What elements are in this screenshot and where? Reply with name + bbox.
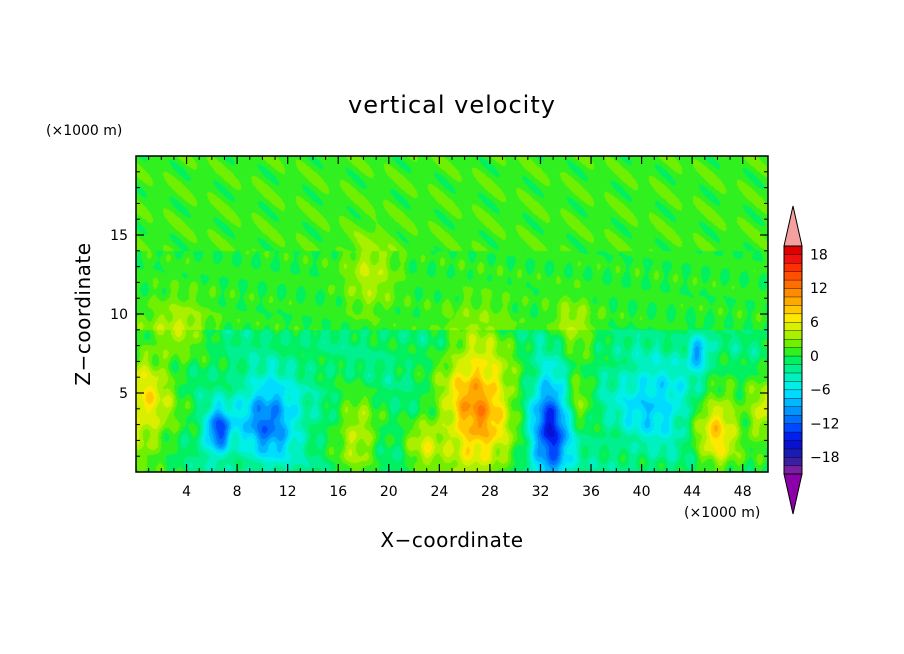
colorbar-tick-label: −6 xyxy=(810,383,831,399)
colorbar-band xyxy=(783,456,803,467)
colorbar-band xyxy=(783,338,803,348)
colorbar-band xyxy=(783,448,803,458)
colorbar-band xyxy=(783,355,803,365)
colorbar-max-extend xyxy=(783,205,803,247)
colorbar-band xyxy=(783,296,803,306)
colorbar-band xyxy=(783,279,803,289)
x-tick-label: 36 xyxy=(582,484,600,500)
colorbar-band xyxy=(783,245,803,255)
colorbar-band xyxy=(783,380,803,391)
x-tick-label: 48 xyxy=(734,484,752,500)
colorbar-band xyxy=(783,414,803,424)
y-unit-label: (×1000 m) xyxy=(46,123,122,139)
colorbar-band xyxy=(783,313,803,323)
y-axis-ticks: 5 10 15 xyxy=(110,171,768,457)
x-tick-label: 16 xyxy=(329,484,347,500)
x-tick-label: 32 xyxy=(532,484,550,500)
colorbar-band xyxy=(783,389,803,399)
colorbar-tick-label: −12 xyxy=(810,416,840,432)
colorbar-band xyxy=(783,423,803,433)
y-tick-label: 15 xyxy=(110,228,128,244)
colorbar: −18 −12 −6 0 6 12 18 xyxy=(783,205,840,515)
colorbar-band xyxy=(783,330,803,340)
x-axis-label: X−coordinate xyxy=(380,528,523,552)
y-tick-label: 10 xyxy=(110,307,128,323)
colorbar-band xyxy=(783,440,803,450)
colorbar-band xyxy=(783,431,803,441)
x-tick-label: 28 xyxy=(481,484,499,500)
colorbar-band xyxy=(783,364,803,374)
x-tick-label: 12 xyxy=(279,484,297,500)
colorbar-band xyxy=(783,347,803,357)
chart-title: vertical velocity xyxy=(348,91,556,119)
colorbar-band xyxy=(783,397,803,407)
colorbar-band xyxy=(783,288,803,298)
colorbar-band xyxy=(783,465,803,475)
colorbar-band xyxy=(783,321,803,331)
x-tick-label: 4 xyxy=(182,484,191,500)
x-tick-label: 20 xyxy=(380,484,398,500)
colorbar-band xyxy=(783,254,803,264)
colorbar-band xyxy=(783,406,803,416)
x-tick-label: 24 xyxy=(430,484,448,500)
x-tick-label: 40 xyxy=(633,484,651,500)
x-tick-label: 8 xyxy=(233,484,242,500)
colorbar-band xyxy=(783,372,803,382)
x-tick-label: 44 xyxy=(683,484,701,500)
x-axis-ticks: 4 8 12 16 20 24 28 32 36 40 44 48 xyxy=(148,156,756,500)
contour-field xyxy=(136,156,768,472)
colorbar-frame xyxy=(783,245,803,475)
colorbar-band xyxy=(783,271,803,281)
colorbar-tick-label: 6 xyxy=(810,315,819,331)
colorbar-tick-label: 18 xyxy=(810,247,828,263)
y-tick-label: 5 xyxy=(119,386,128,402)
x-unit-label: (×1000 m) xyxy=(684,505,760,521)
colorbar-band xyxy=(783,304,803,315)
colorbar-tick-label: 0 xyxy=(810,349,819,365)
colorbar-band xyxy=(783,262,803,272)
colorbar-tick-label: −18 xyxy=(810,450,840,466)
y-axis-label: Z−coordinate xyxy=(71,242,95,385)
colorbar-tick-label: 12 xyxy=(810,281,828,297)
colorbar-min-extend xyxy=(783,473,803,515)
